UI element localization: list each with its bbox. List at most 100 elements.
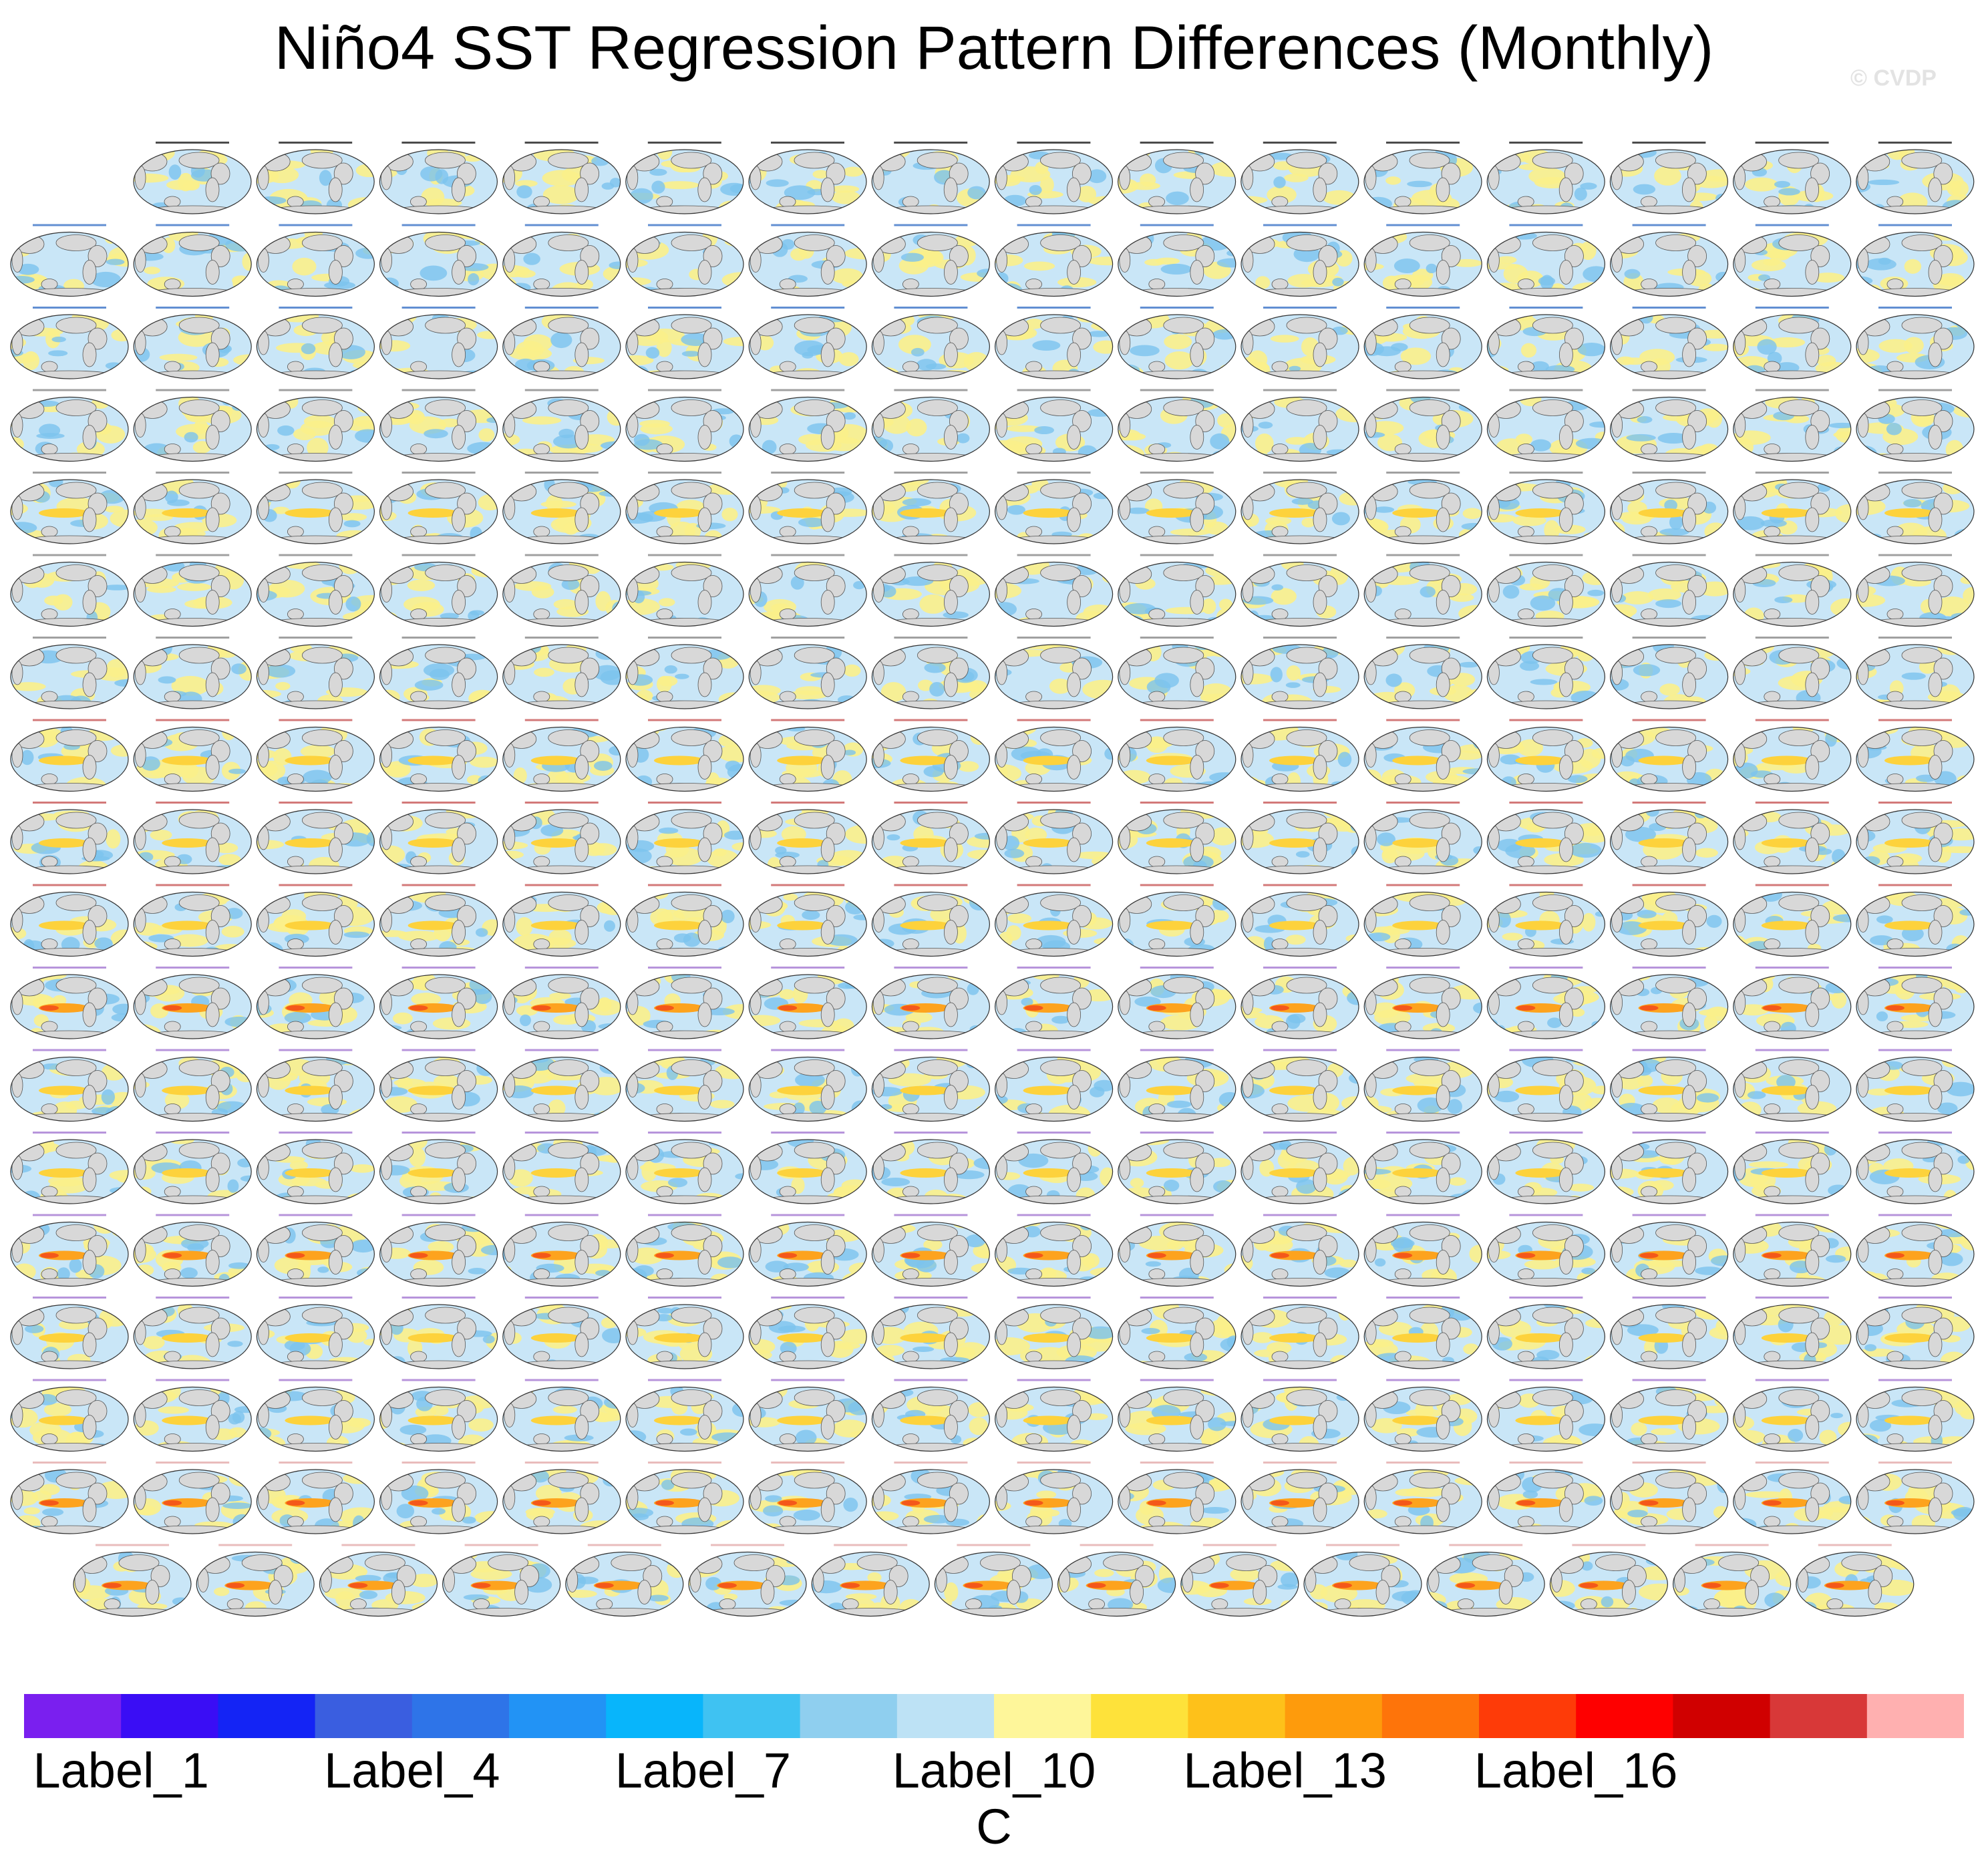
panel-title-strip (1017, 142, 1091, 144)
regression-panel (133, 719, 252, 792)
panel-title-strip (1140, 1379, 1214, 1381)
panel-title-strip (1878, 1297, 1952, 1299)
regression-panel (994, 142, 1114, 214)
regression-panel (1610, 884, 1729, 957)
regression-panel (1486, 1132, 1605, 1204)
regression-panel (1118, 802, 1236, 874)
panel-title-strip (1140, 1049, 1214, 1051)
panel-title-strip (1755, 719, 1829, 721)
regression-panel (256, 637, 375, 709)
regression-panel (10, 884, 129, 957)
regression-panel (133, 1462, 252, 1534)
regression-panel (10, 472, 129, 544)
panel-title-strip (401, 142, 476, 144)
regression-panel (871, 1132, 991, 1204)
regression-panel (133, 802, 252, 874)
panel-title-strip (1386, 389, 1460, 391)
panel-title-strip (1509, 884, 1583, 886)
regression-panel (1486, 389, 1605, 462)
regression-panel (748, 1049, 867, 1122)
panel-title-strip (33, 719, 106, 721)
regression-panel (256, 389, 375, 462)
colorbar-box (121, 1694, 218, 1738)
panel-title-strip (1140, 967, 1214, 969)
panel-title-strip (1878, 802, 1952, 804)
regression-panel (1240, 1297, 1359, 1369)
panel-title-strip (894, 1379, 968, 1381)
regression-panel (1796, 1544, 1915, 1617)
panel-grid (10, 142, 1975, 1617)
regression-panel (1856, 802, 1975, 874)
panel-title-strip (401, 967, 476, 969)
regression-panel (379, 554, 498, 627)
panel-title-strip (1263, 1214, 1337, 1216)
regression-panel (625, 1132, 744, 1204)
regression-panel (625, 554, 744, 627)
regression-panel (1363, 1214, 1482, 1287)
panel-title-strip (1017, 802, 1091, 804)
colorbar-box (1770, 1694, 1868, 1738)
panel-title-strip (771, 142, 844, 144)
regression-panel (1363, 1297, 1482, 1369)
panel-title-strip (771, 802, 845, 804)
regression-panel (502, 307, 621, 379)
regression-panel (748, 1462, 867, 1534)
panel-title-strip (771, 1132, 845, 1134)
panel-title-strip (834, 1544, 908, 1546)
panel-title-strip (1632, 1379, 1706, 1381)
panel-title-strip (1695, 1544, 1769, 1546)
regression-panel (10, 1214, 129, 1287)
regression-panel (502, 1049, 621, 1122)
regression-panel (1733, 1214, 1852, 1287)
panel-title-strip (96, 1544, 169, 1546)
regression-panel (133, 554, 252, 627)
panel-title-strip (156, 1049, 230, 1051)
regression-panel (133, 637, 252, 709)
regression-panel (871, 1379, 991, 1452)
panel-title-strip (401, 1214, 476, 1216)
regression-panel (502, 1462, 621, 1534)
regression-panel (1240, 472, 1359, 544)
panel-title-strip (156, 389, 230, 391)
regression-panel (1610, 1379, 1729, 1452)
panel-title-strip (279, 554, 353, 556)
regression-panel (379, 307, 498, 379)
regression-panel (1363, 1132, 1482, 1204)
panel-title-strip (279, 389, 353, 391)
panel-title-strip (1509, 389, 1583, 391)
regression-panel (688, 1544, 807, 1617)
regression-panel (1733, 142, 1852, 214)
regression-panel (1610, 554, 1729, 627)
regression-panel (1856, 1214, 1975, 1287)
regression-panel (1610, 967, 1729, 1039)
panel-title-strip (524, 1214, 599, 1216)
panel-title-strip (1263, 802, 1337, 804)
regression-panel (379, 1132, 498, 1204)
panel-title-strip (1632, 1462, 1706, 1464)
panel-title-strip (1386, 142, 1460, 144)
panel-title-strip (771, 224, 845, 226)
regression-panel (1118, 719, 1236, 792)
regression-panel (1240, 637, 1359, 709)
panel-title-strip (1878, 884, 1952, 886)
colorbar-box (1091, 1694, 1188, 1738)
colorbar-tick-label: Label_7 (615, 1743, 792, 1798)
panel-title-strip (1386, 802, 1460, 804)
regression-panel (1856, 884, 1975, 957)
panel-title-strip (401, 554, 476, 556)
colorbar-box (800, 1694, 898, 1738)
panel-title-strip (1140, 307, 1214, 309)
colorbar-tick-label: Label_4 (324, 1743, 500, 1798)
panel-title-strip (648, 389, 721, 391)
regression-panel (625, 967, 744, 1039)
regression-panel (1733, 472, 1852, 544)
regression-panel (1856, 719, 1975, 792)
regression-panel (1733, 224, 1852, 297)
regression-panel (871, 472, 991, 544)
panel-title-strip (1140, 719, 1214, 721)
regression-panel (748, 307, 867, 379)
regression-panel (502, 637, 621, 709)
regression-panel (1486, 142, 1605, 214)
regression-panel (871, 224, 991, 297)
panel-title-strip (771, 1462, 845, 1464)
